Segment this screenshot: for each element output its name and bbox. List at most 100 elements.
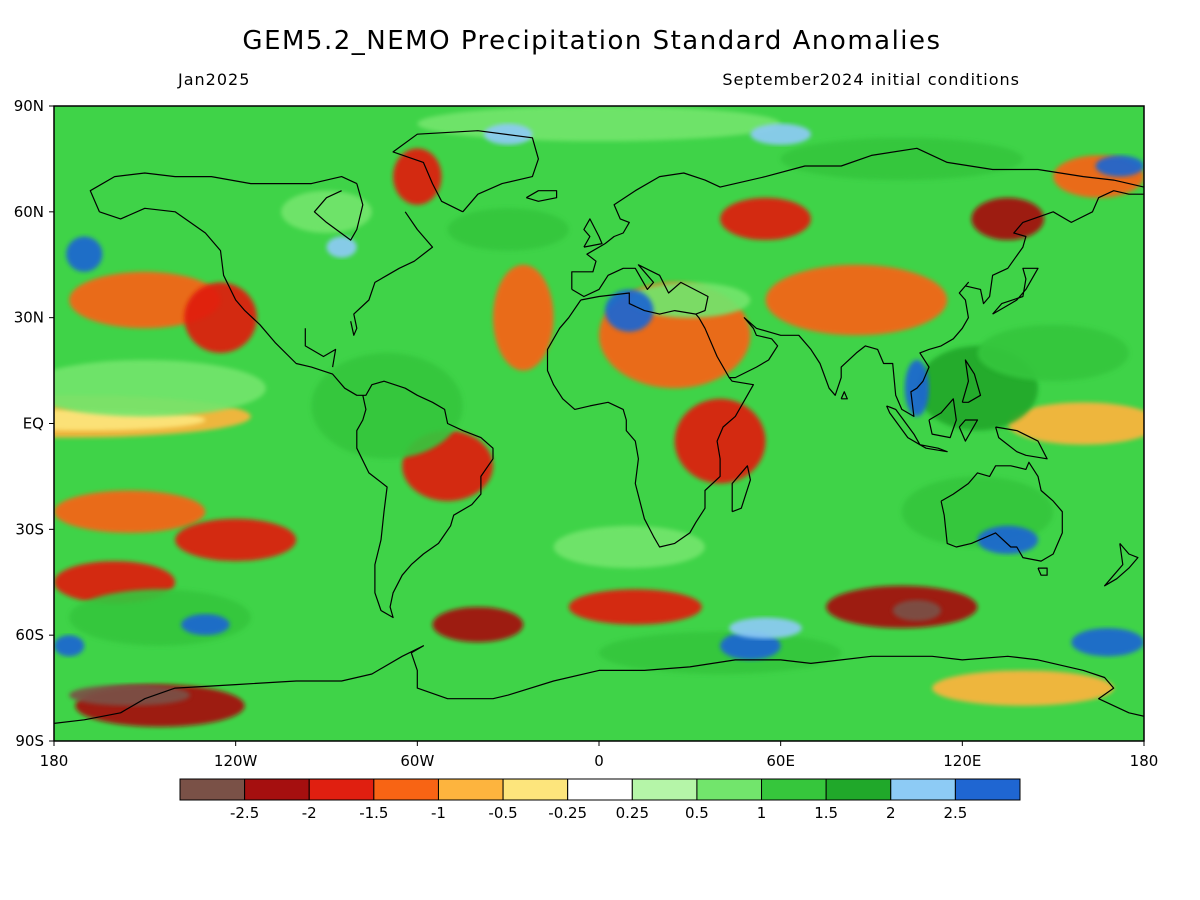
colorbar-swatch (308, 778, 375, 801)
coastline-3 (89, 172, 358, 213)
anomaly-region-30 (599, 631, 842, 674)
anomaly-region-35 (553, 525, 705, 569)
coastline-20 (961, 359, 982, 403)
colorbar-label: -1.5 (359, 804, 388, 822)
anomaly-region-44 (605, 289, 654, 332)
anomaly-region-39 (1071, 628, 1144, 657)
lat-label: 30N (14, 309, 44, 327)
anomaly-region-25 (629, 282, 751, 318)
lat-label: 90S (15, 732, 44, 750)
colorbar-label: -0.25 (548, 804, 587, 822)
anomaly-region-5 (54, 490, 206, 533)
anomaly-region-31 (447, 208, 569, 251)
anomaly-region-46 (750, 123, 811, 145)
lat-label: 90N (14, 97, 44, 115)
colorbar-swatch (761, 778, 827, 801)
coastline-6 (525, 190, 558, 202)
map-axes: 90N 60N 30N EQ 30S 60S 90S 180 120W 60W 0 60E 120E 18… (14, 97, 1159, 770)
colorbar-label: -2.5 (230, 804, 259, 822)
lat-label: 60S (15, 626, 44, 644)
colorbar-label: -2 (302, 804, 317, 822)
anomaly-region-19 (971, 197, 1045, 241)
anomaly-region-42 (1095, 155, 1144, 177)
coastline-5 (392, 130, 539, 213)
anomaly-region-9 (69, 684, 191, 706)
coastline-23 (1104, 543, 1139, 587)
anomaly-region-37 (181, 614, 230, 636)
colorbar-swatch (179, 778, 246, 801)
colorbar-swatch (373, 778, 439, 801)
anomaly-region-28 (311, 352, 463, 459)
colorbar-swatch (567, 778, 633, 801)
colorbar-label: 0.25 (616, 804, 649, 822)
lon-label: 180 (1130, 752, 1159, 770)
anomaly-region-36 (977, 324, 1129, 382)
lon-label: 60E (766, 752, 795, 770)
anomaly-region-40 (720, 631, 781, 660)
coastline-0 (99, 207, 494, 619)
anomaly-region-11 (432, 606, 524, 643)
coastline-18 (958, 419, 979, 442)
anomaly-region-48 (326, 236, 357, 258)
colorbar-swatch (954, 778, 1021, 801)
colorbar-label: 1.5 (814, 804, 838, 822)
lat-label: 60N (14, 203, 44, 221)
coastline-10 (546, 299, 754, 548)
anomaly-region-23 (932, 670, 1114, 706)
colorbar-label: -1 (431, 804, 446, 822)
coastline-14 (840, 391, 848, 400)
coastline-7 (571, 147, 1144, 290)
coastline-11 (731, 465, 751, 513)
coastline-17 (928, 398, 957, 439)
colorbar-swatch (502, 778, 569, 801)
colorbar-swatch (825, 778, 892, 801)
anomaly-region-14 (892, 599, 942, 622)
anomaly-region-29 (69, 589, 251, 646)
anomaly-region-20 (393, 148, 442, 205)
colorbar: -2.5 -2 -1.5 -1 -0.5 -0.25 0.25 0.5 1 1.5 2 2.5 (179, 778, 1021, 822)
anomaly-region-33 (54, 360, 266, 417)
coastline-8 (583, 218, 603, 248)
anomaly-region-2 (1007, 402, 1144, 445)
coastline-19 (995, 426, 1048, 460)
colorbar-label: 2 (886, 804, 896, 822)
coastline-22 (1037, 567, 1048, 576)
anomaly-region-32 (780, 137, 1023, 181)
colorbar-label: 2.5 (943, 804, 967, 822)
coastline-16 (919, 444, 948, 453)
lon-label: 120W (214, 752, 258, 770)
coastline-2 (350, 211, 434, 336)
anomaly-region-3 (69, 271, 221, 329)
chart-title: GEM5.2_NEMO Precipitation Standard Anoma… (242, 26, 942, 56)
anomaly-region-38 (977, 525, 1039, 555)
lat-label: 30S (15, 520, 44, 538)
colorbar-swatch (890, 778, 956, 801)
colorbar-label: 1 (757, 804, 767, 822)
initial-conditions-label: September2024 initial conditions (722, 70, 1020, 89)
anomaly-region-17 (765, 264, 948, 336)
lon-label: 180 (40, 752, 69, 770)
colorbar-label: 0.5 (685, 804, 709, 822)
colorbar-swatch (244, 778, 310, 801)
coastline-12 (729, 190, 1144, 417)
anomaly-region-49 (729, 617, 802, 639)
coastline-1 (304, 328, 337, 368)
valid-month-label: Jan2025 (178, 70, 251, 89)
coastline-21 (940, 461, 1063, 562)
coastlines (54, 130, 1144, 724)
colorbar-swatch (696, 778, 763, 801)
anomaly-region-41 (54, 635, 85, 657)
anomaly-region-45 (66, 236, 103, 272)
anomaly-region-18 (720, 197, 811, 241)
anomaly-region-21 (493, 264, 554, 371)
anomaly-region-4 (184, 282, 257, 353)
lat-label: EQ (23, 415, 44, 433)
coastline-24 (54, 645, 1144, 724)
anomaly-region-15 (674, 398, 766, 484)
lon-label: 60W (400, 752, 434, 770)
colorbar-swatch (437, 778, 504, 801)
anomaly-region-24 (281, 190, 372, 233)
map-frame (53, 105, 1145, 742)
lon-label: 120E (943, 752, 981, 770)
